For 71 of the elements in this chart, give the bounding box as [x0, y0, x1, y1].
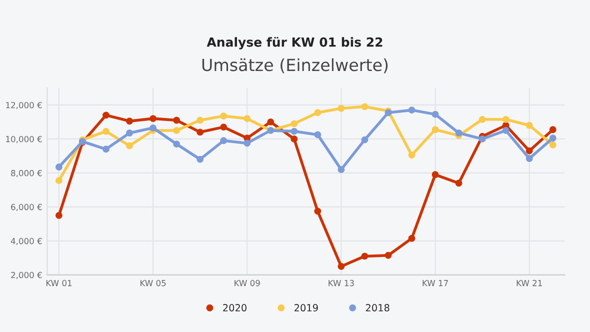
- point: [361, 103, 368, 110]
- chart-subtitle: Umsätze (Einzelwerte): [202, 58, 388, 74]
- point: [220, 137, 228, 144]
- point: [290, 128, 298, 135]
- point: [267, 118, 274, 126]
- point: [220, 124, 228, 131]
- point: [314, 208, 322, 215]
- point: [408, 234, 416, 242]
- point: [196, 128, 204, 136]
- point: [314, 109, 322, 116]
- point: [290, 135, 298, 142]
- point: [432, 126, 439, 134]
- point: [408, 106, 416, 114]
- point: [196, 116, 204, 124]
- point: [126, 118, 133, 125]
- point: [361, 136, 368, 144]
- point: [173, 140, 180, 148]
- y-tick-label: 6,000 €: [11, 204, 42, 212]
- point: [55, 164, 62, 170]
- point: [244, 115, 251, 122]
- point: [526, 122, 533, 129]
- y-tick-label: 2,000 €: [11, 272, 42, 280]
- x-tick-label: KW 13: [328, 280, 354, 286]
- y-tick-label: 4,000 €: [10, 238, 42, 246]
- point: [432, 171, 439, 178]
- point: [526, 155, 533, 162]
- x-tick-label: KW 09: [234, 280, 260, 286]
- point: [526, 147, 533, 154]
- point: [314, 131, 322, 138]
- point: [196, 156, 204, 163]
- point: [102, 112, 110, 119]
- legend-label: 2018: [366, 304, 390, 312]
- point: [478, 135, 486, 142]
- point: [150, 124, 157, 132]
- x-tick-label: KW 05: [140, 280, 166, 286]
- point: [549, 141, 556, 148]
- point: [150, 115, 157, 122]
- point: [126, 142, 133, 150]
- x-tick-label: KW 21: [516, 280, 542, 286]
- legend-label: 2020: [223, 304, 246, 312]
- point: [361, 252, 368, 260]
- point: [244, 140, 251, 147]
- y-tick-label: 12,000 €: [6, 102, 42, 110]
- legend-label: 2019: [294, 304, 318, 312]
- point: [502, 116, 510, 123]
- point: [502, 126, 510, 134]
- point: [455, 180, 462, 187]
- point: [173, 126, 180, 134]
- y-tick-label: 8,000 €: [11, 170, 42, 178]
- x-tick-label: KW 01: [46, 280, 72, 286]
- point: [455, 130, 462, 136]
- point: [338, 104, 345, 112]
- y-tick-label: 10,000 €: [6, 136, 42, 144]
- point: [432, 110, 439, 118]
- point: [384, 252, 392, 259]
- x-tick-label: KW 17: [422, 280, 448, 286]
- point: [126, 130, 133, 136]
- point: [338, 262, 345, 270]
- point: [102, 146, 110, 153]
- point: [55, 212, 62, 219]
- point: [102, 128, 110, 135]
- point: [338, 166, 345, 174]
- chart-title: Analyse für KW 01 bis 22: [206, 36, 382, 50]
- point: [173, 116, 180, 124]
- point: [290, 120, 298, 128]
- point: [478, 116, 486, 123]
- point: [55, 177, 62, 184]
- point: [408, 152, 416, 159]
- point: [220, 112, 228, 120]
- point: [549, 134, 556, 142]
- point: [549, 126, 556, 134]
